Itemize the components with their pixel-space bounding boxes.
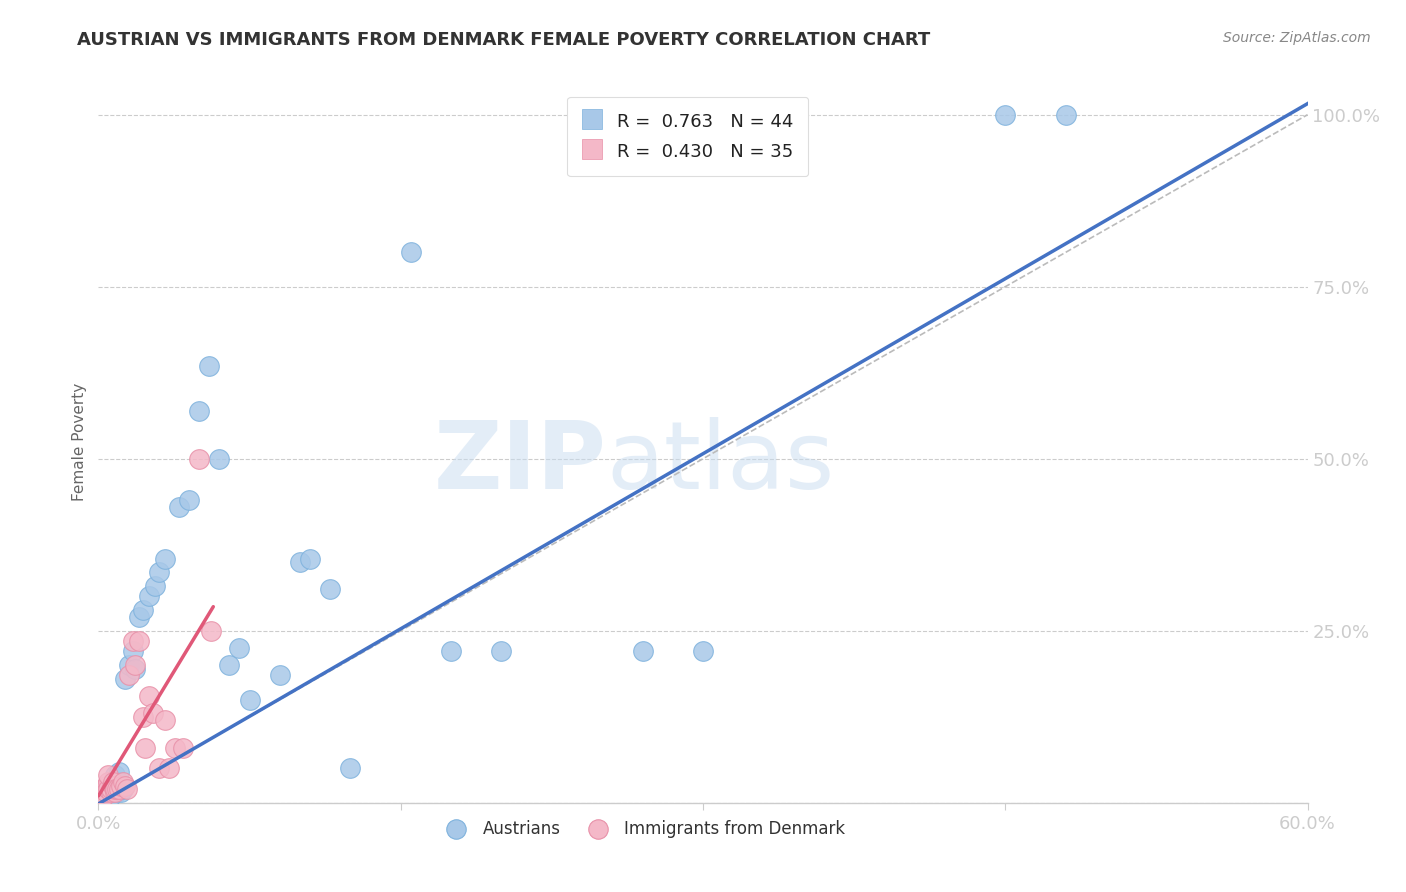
Point [111,775,134,789]
Point [96,785,118,799]
Point [96,779,118,793]
Point [148,566,170,580]
Point [132,603,155,617]
Point [110,785,132,799]
Point [105,782,128,797]
Point [163,740,186,755]
Point [128,610,150,624]
Point [157,761,180,775]
Point [115,782,138,797]
Point [118,658,141,673]
Point [491,644,513,658]
Legend: Austrians, Immigrants from Denmark: Austrians, Immigrants from Denmark [433,814,852,845]
Text: atlas: atlas [606,417,835,509]
Point [1054,108,1077,122]
Point [200,624,222,638]
Point [167,500,190,514]
Point [142,706,165,721]
Point [103,782,125,797]
Point [134,740,156,755]
Point [188,403,211,417]
Text: ZIP: ZIP [433,417,606,509]
Point [269,668,291,682]
Point [97,768,120,782]
Point [91,785,114,799]
Point [103,782,125,797]
Point [100,779,122,793]
Point [103,768,125,782]
Point [105,779,128,793]
Point [299,551,322,566]
Point [105,785,128,799]
Point [143,579,166,593]
Point [97,782,120,797]
Point [138,590,160,604]
Point [124,658,146,673]
Text: Source: ZipAtlas.com: Source: ZipAtlas.com [1223,31,1371,45]
Point [228,640,250,655]
Point [107,764,129,779]
Point [692,644,714,658]
Point [107,782,129,797]
Point [93,782,115,797]
Point [100,789,122,803]
Point [218,658,240,673]
Point [153,551,176,566]
Text: AUSTRIAN VS IMMIGRANTS FROM DENMARK FEMALE POVERTY CORRELATION CHART: AUSTRIAN VS IMMIGRANTS FROM DENMARK FEMA… [77,31,931,49]
Point [208,451,231,466]
Point [153,713,176,727]
Point [101,775,124,789]
Point [179,493,201,508]
Point [128,634,150,648]
Point [148,761,170,775]
Point [198,359,221,373]
Point [994,108,1017,122]
Point [121,634,143,648]
Point [101,779,124,793]
Point [101,785,124,799]
Point [111,782,134,797]
Point [114,779,136,793]
Point [172,740,194,755]
Y-axis label: Female Poverty: Female Poverty [72,383,87,500]
Point [97,775,120,789]
Point [97,782,120,797]
Point [138,689,160,703]
Point [118,668,141,682]
Point [121,644,143,658]
Point [101,775,124,789]
Point [440,644,463,658]
Point [631,644,654,658]
Point [107,775,129,789]
Point [110,779,132,793]
Point [114,672,136,686]
Point [100,785,122,799]
Point [239,692,262,706]
Point [188,451,211,466]
Point [100,782,122,797]
Point [124,662,146,676]
Point [132,710,155,724]
Point [288,555,311,569]
Point [93,789,115,803]
Point [339,761,361,775]
Point [103,785,125,799]
Point [96,785,118,799]
Point [399,245,422,260]
Point [319,582,342,597]
